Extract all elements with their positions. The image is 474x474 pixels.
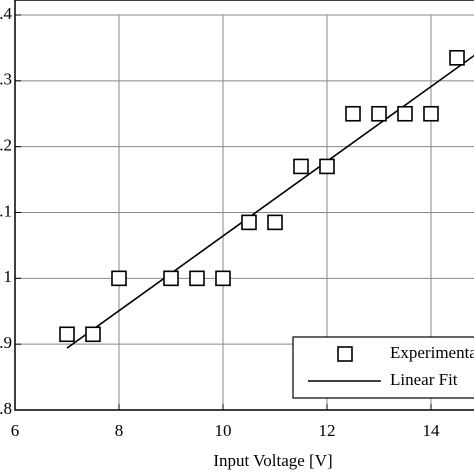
fit-line [66,54,474,349]
point [293,158,309,175]
y-tick-label: 1 [4,267,13,286]
point [423,105,439,122]
y-tick-label: 0.8 [0,399,12,418]
legend-marker [337,346,353,362]
x-tick-label: 12 [319,421,336,440]
y-tick-label: 1.4 [0,4,13,23]
point [371,105,387,122]
point [241,214,257,231]
legend-box [292,336,474,399]
point [59,326,75,343]
point [345,105,361,122]
x-axis-label: Input Voltage [V] [213,451,332,470]
y-tick-label: 1.3 [0,70,12,89]
point [397,105,413,122]
y-tick-label: 1.2 [0,136,12,155]
plot-frame [14,0,474,411]
point [449,49,465,66]
point [85,326,101,343]
legend-label: Experimental [390,343,474,362]
x-tick-label: 14 [423,421,441,440]
point [215,270,231,287]
point [189,270,205,287]
x-tick-label: 10 [215,421,232,440]
legend-label: Linear Fit [390,370,458,389]
x-tick-label: 6 [11,421,20,440]
point [267,214,283,231]
point [163,270,179,287]
y-tick-label: 1.1 [0,201,12,220]
point [111,270,127,287]
x-tick-label: 8 [115,421,124,440]
point [319,158,335,175]
y-tick-label: 0.9 [0,333,12,352]
